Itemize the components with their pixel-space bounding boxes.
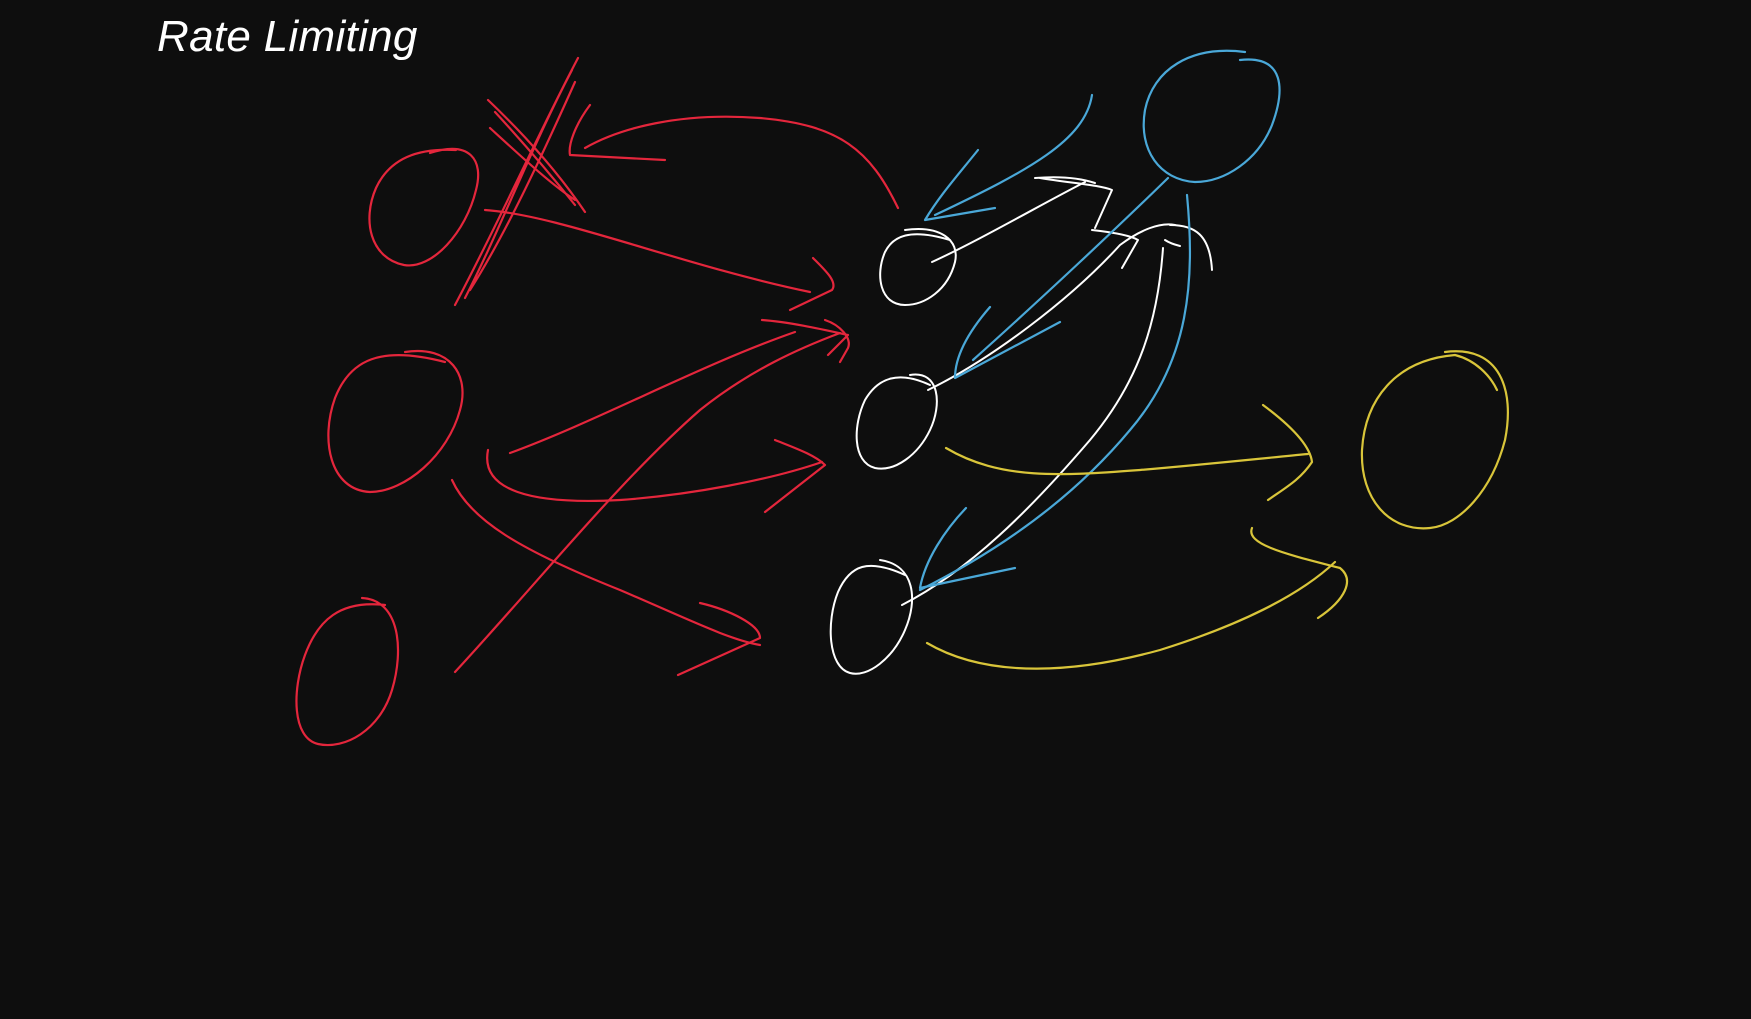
redis-response-arrow-top — [933, 93, 1094, 217]
request-arrow-middle-client-right — [486, 448, 824, 503]
redis-response-arrow-middle — [971, 176, 1170, 362]
rate-limiter-node-middle — [855, 373, 938, 470]
rate-limiter-node-top — [879, 228, 957, 306]
client-circle-top — [368, 147, 480, 267]
request-arrow-top-client-head — [788, 256, 835, 312]
request-arrow-middle-client-right-head — [763, 438, 827, 514]
rate-limiter-node-bottom — [829, 559, 914, 675]
backend-service-group — [925, 350, 1509, 670]
redis-response-arrow-middle-head — [953, 305, 1062, 380]
request-arrow-middle-client-down — [450, 478, 762, 647]
blocked-response-arrowhead — [568, 103, 667, 162]
limiter-redis-link-middle — [927, 223, 1176, 391]
client-group — [295, 56, 900, 747]
limiter-redis-link-bottom-head — [1164, 239, 1181, 247]
forward-arrow-from-middle-limiter — [944, 446, 1310, 476]
redis-response-arrow-bottom-head — [918, 506, 1017, 590]
client-circle-bottom — [295, 596, 400, 747]
page-title: Rate Limiting — [157, 12, 418, 61]
limiter-redis-link-bottom — [901, 247, 1164, 606]
request-arrow-middle-client-down-head — [676, 601, 762, 677]
limiter-redis-link-top-head — [1039, 177, 1139, 269]
request-arrow-top-client — [483, 208, 812, 294]
request-arrow-bottom-client-head — [823, 318, 850, 364]
client-circle-middle — [327, 349, 464, 494]
blocked-response-arrow — [583, 115, 900, 210]
forward-arrow-from-bottom-limiter — [925, 560, 1337, 670]
backend-service-circle — [1360, 350, 1509, 530]
limiter-redis-link-middle-head — [1169, 224, 1213, 271]
redis-store-group — [918, 49, 1281, 592]
forward-arrow-from-middle-limiter-head — [1261, 403, 1314, 502]
limiter-redis-link-top-cap — [1034, 176, 1096, 184]
cross-out-mark — [453, 56, 587, 307]
redis-response-arrow-bottom — [918, 193, 1192, 592]
redis-store-circle — [1142, 49, 1281, 184]
forward-arrow-from-bottom-limiter-head — [1250, 526, 1349, 620]
limiter-redis-link-top — [931, 181, 1086, 263]
request-arrow-middle-client-up — [508, 330, 797, 455]
request-arrow-bottom-client — [453, 331, 842, 674]
redis-response-arrow-top-head — [923, 148, 997, 222]
rate-limiter-group — [829, 176, 1213, 675]
